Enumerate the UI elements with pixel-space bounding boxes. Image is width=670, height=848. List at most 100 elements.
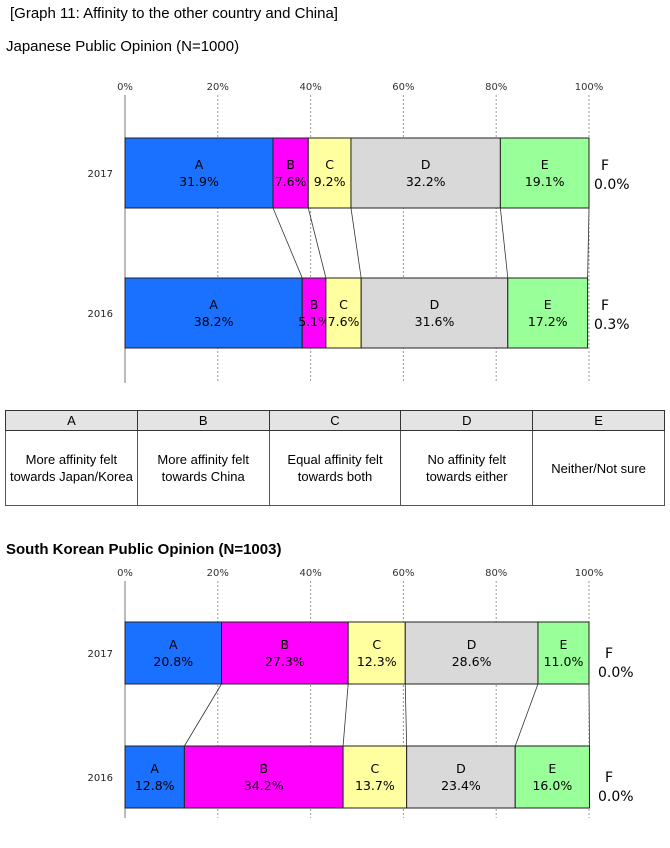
legend-key-e: E (532, 410, 665, 431)
x-tick-label: 40% (299, 82, 321, 93)
segment-name-label: B (259, 761, 268, 776)
bar-segment-e (499, 137, 590, 209)
data-label: 5.1% (298, 314, 330, 329)
data-label: 16.0% (532, 778, 572, 793)
year-label: 2016 (88, 773, 113, 784)
segment-name-label: C (339, 297, 348, 312)
segment-name-label: E (544, 297, 552, 312)
segment-name-label: C (372, 637, 381, 652)
bar-segment-b (221, 621, 349, 685)
segment-name-label: F (605, 770, 613, 786)
bar-segment-a (124, 745, 185, 809)
segment-name-label: D (421, 157, 431, 172)
connector-line (342, 683, 349, 747)
data-label: 27.3% (265, 654, 305, 669)
segment-name-label: E (541, 157, 549, 172)
bar-segment-a (124, 137, 274, 209)
graph-title: [Graph 11: Affinity to the other country… (10, 5, 338, 22)
bar-segment-e (537, 621, 590, 685)
connector-line (307, 207, 327, 279)
legend-text-c: Equal affinity felt towards both (268, 430, 402, 506)
x-tick-label: 60% (392, 82, 414, 93)
segment-name-label: A (150, 761, 159, 776)
data-label: 7.6% (328, 314, 360, 329)
x-tick-label: 40% (299, 568, 321, 579)
legend-table: A B C D E More affinity felt towards Jap… (5, 410, 665, 506)
bar-segment-e (514, 745, 590, 809)
data-label: 0.3% (594, 317, 630, 333)
data-label: 20.8% (153, 654, 193, 669)
data-label: 38.2% (194, 314, 234, 329)
japan-stacked-bar-chart: 0% 20% 40% 60% 80% 100% 2017 A 31.9% B 7.6% C 9.2% D 3… (88, 82, 630, 383)
segment-name-label: B (310, 297, 319, 312)
legend-text-a: More affinity felt towards Japan/Korea (5, 430, 138, 506)
bar-segment-c (325, 277, 362, 349)
year-label: 2017 (88, 169, 113, 180)
data-label: 12.8% (135, 778, 175, 793)
x-tick-label: 0% (117, 82, 133, 93)
x-tick-label: 60% (392, 568, 414, 579)
data-label: 17.2% (528, 314, 568, 329)
legend-key-a: A (5, 410, 138, 431)
data-label: 12.3% (357, 654, 397, 669)
segment-name-label: E (548, 761, 556, 776)
segment-name-label: C (370, 761, 379, 776)
connector-line (499, 207, 509, 279)
data-label: 31.6% (415, 314, 455, 329)
segment-name-label: A (195, 157, 204, 172)
bar-segment-d (404, 621, 539, 685)
bar-segment-d (406, 745, 516, 809)
x-tick-label: 20% (207, 568, 229, 579)
segment-name-label: A (169, 637, 178, 652)
data-label: 23.4% (441, 778, 481, 793)
bar-segment-c (342, 745, 408, 809)
data-label: 9.2% (314, 174, 346, 189)
segment-name-label: F (605, 646, 613, 662)
bar-segment-d (360, 277, 509, 349)
x-tick-label: 20% (207, 82, 229, 93)
data-label: 19.1% (525, 174, 565, 189)
segment-name-label: B (281, 637, 290, 652)
bar-segment-d (350, 137, 501, 209)
data-label: 0.0% (598, 665, 634, 681)
data-label: 0.0% (594, 177, 630, 193)
connector-line (350, 207, 362, 279)
year-label: 2017 (88, 649, 113, 660)
x-tick-label: 0% (117, 568, 133, 579)
bar-segment-b (272, 137, 309, 209)
connector-line (514, 683, 539, 747)
data-label: 13.7% (355, 778, 395, 793)
legend-text-b: More affinity felt towards China (136, 430, 270, 506)
segment-name-label: F (601, 158, 609, 174)
data-label: 34.2% (244, 778, 284, 793)
data-label: 32.2% (406, 174, 446, 189)
data-label: 28.6% (452, 654, 492, 669)
segment-name-label: D (467, 637, 477, 652)
year-label: 2016 (88, 309, 113, 320)
connector-line (587, 207, 590, 279)
x-tick-label: 100% (575, 568, 604, 579)
x-tick-label: 80% (485, 568, 507, 579)
legend-description-row: More affinity felt towards Japan/Korea M… (5, 430, 665, 506)
connector-line (404, 683, 408, 747)
data-label: 11.0% (544, 654, 584, 669)
bar-segment-c (307, 137, 352, 209)
segment-name-label: D (456, 761, 466, 776)
bar-segment-a (124, 621, 223, 685)
segment-name-label: A (209, 297, 218, 312)
data-label: 0.0% (598, 789, 634, 805)
bar-segment-a (124, 277, 303, 349)
japan-chart-title: Japanese Public Opinion (N=1000) (6, 38, 240, 55)
segment-name-label: C (325, 157, 334, 172)
data-label: 7.6% (275, 174, 307, 189)
segment-name-label: F (601, 298, 609, 314)
segment-name-label: B (286, 157, 295, 172)
x-tick-label: 80% (485, 82, 507, 93)
connector-line (184, 683, 222, 747)
bar-segment-b (183, 745, 344, 809)
connector-line (272, 207, 303, 279)
korea-chart-title: South Korean Public Opinion (N=1003) (6, 541, 282, 558)
data-label: 31.9% (179, 174, 219, 189)
legend-text-e: Neither/Not sure (532, 430, 665, 506)
